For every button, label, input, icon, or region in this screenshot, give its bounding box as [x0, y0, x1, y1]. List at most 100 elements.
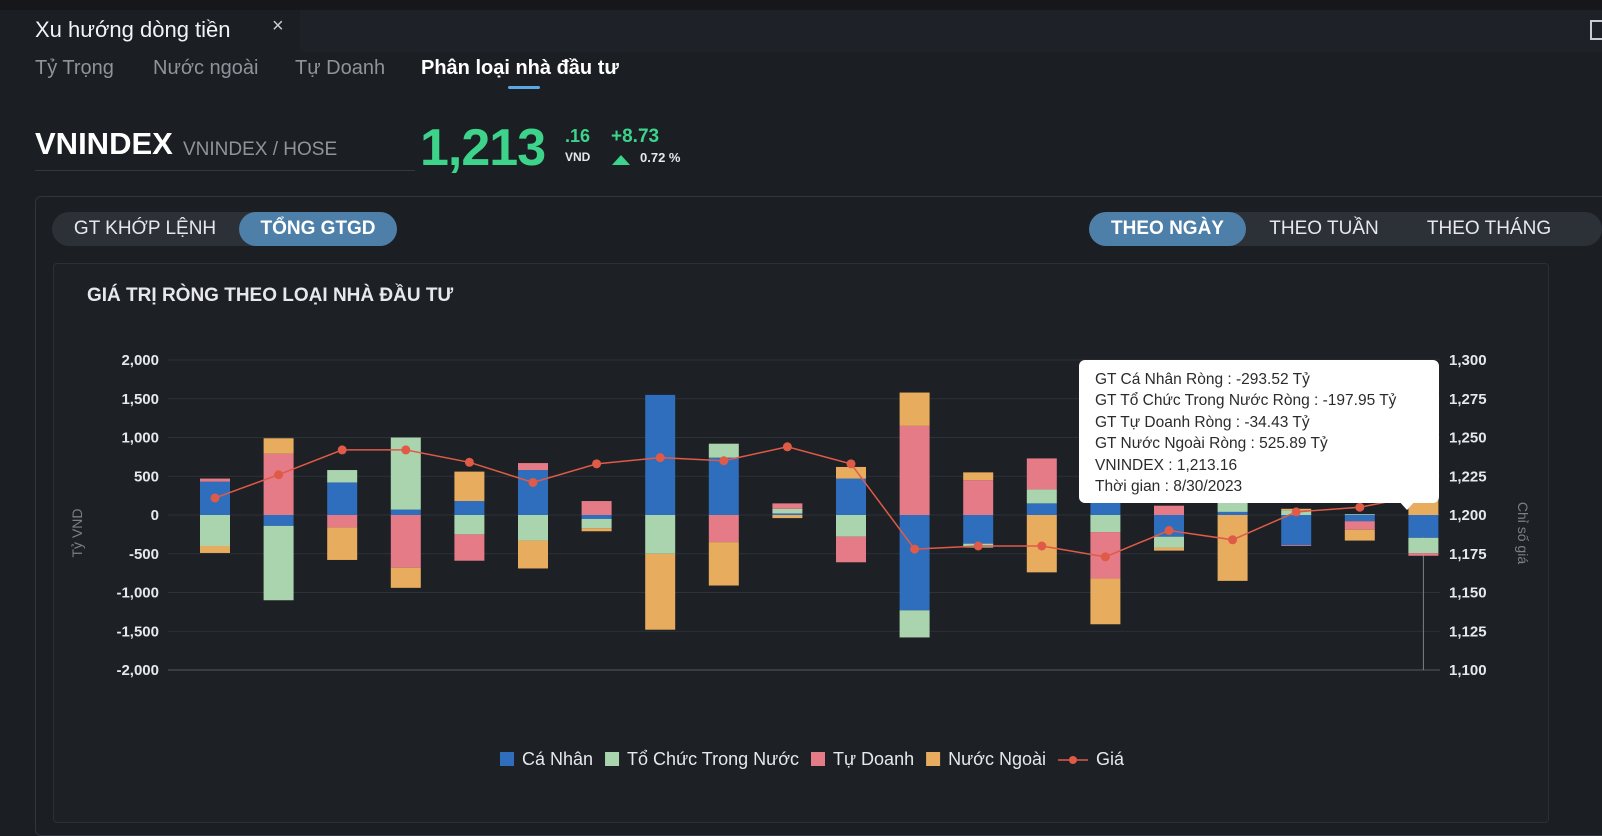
bar-ca_nhan [581, 515, 612, 519]
index-price: 1,213 [420, 119, 546, 177]
bar-tu_doanh [1026, 458, 1057, 490]
symbol-divider [35, 170, 415, 171]
bar-tu_doanh [200, 478, 230, 482]
bar-to_chuc [1154, 536, 1184, 548]
price-change: +8.73 [611, 126, 660, 147]
theo-ngay-button[interactable]: THEO NGÀY [1089, 212, 1246, 246]
price-point [401, 445, 411, 455]
bar-nuoc_ngoai [1217, 515, 1248, 581]
legend-label-nuoc_ngoai: Nước Ngoài [948, 749, 1046, 769]
bar-ca_nhan [708, 457, 739, 515]
y-tick-label: -500 [129, 546, 159, 563]
bar-nuoc_ngoai [581, 528, 612, 532]
bar-tu_doanh [518, 463, 548, 471]
price-line [214, 446, 1424, 558]
price-point [337, 445, 347, 455]
tooltip-vnindex: VNINDEX : 1,213.16 [1095, 456, 1238, 474]
y2-tick-label: 1,200 [1449, 507, 1487, 524]
arrow-up-icon [612, 155, 630, 165]
bar-to_chuc [708, 443, 739, 458]
bar-nuoc_ngoai [645, 553, 676, 630]
y-tick-label: -1,500 [116, 623, 159, 640]
y2-tick-label: 1,125 [1449, 623, 1487, 640]
price-point [846, 459, 856, 469]
tab-tu-doanh[interactable]: Tự Doanh [295, 57, 386, 79]
bar-to_chuc [772, 508, 803, 514]
panel-tab[interactable] [0, 10, 300, 52]
y2-tick-label: 1,225 [1449, 468, 1487, 485]
bar-nuoc_ngoai [963, 472, 994, 481]
close-icon[interactable]: × [272, 15, 284, 37]
period-toggle: THEO NGÀY THEO TUẦN THEO THÁNG [1089, 212, 1602, 246]
tab-nuoc-ngoai[interactable]: Nước ngoài [153, 57, 259, 79]
tooltip-nuoc-ngoai: GT Nước Ngoài Ròng : 525.89 Tỷ [1095, 435, 1328, 453]
legend-swatch-to_chuc [605, 752, 620, 766]
y2-tick-label: 1,175 [1449, 546, 1487, 563]
bar-nuoc_ngoai [1154, 547, 1184, 551]
tooltip-tu-doanh: GT Tự Doanh Ròng : -34.43 Tỷ [1095, 413, 1310, 431]
bar-to_chuc [1026, 489, 1057, 504]
bar-to_chuc [836, 515, 866, 537]
y2-tick-label: 1,100 [1449, 662, 1487, 679]
y2-axis-title: Chỉ số giá [1515, 502, 1531, 564]
window-icon[interactable] [1590, 20, 1602, 40]
price-point [910, 544, 920, 554]
bar-to_chuc [200, 515, 230, 546]
gt-khop-lenh-button[interactable]: GT KHỚP LỆNH [73, 218, 217, 239]
chart-tooltip: GT Cá Nhân Ròng : -293.52 Tỷ GT Tổ Chức … [1079, 360, 1439, 503]
chart-title: GIÁ TRỊ RÒNG THEO LOẠI NHÀ ĐẦU TƯ [87, 285, 454, 306]
bar-to_chuc [327, 470, 358, 483]
price-point [464, 457, 474, 467]
bar-nuoc_ngoai [899, 392, 930, 426]
y2-tick-label: 1,250 [1449, 430, 1487, 447]
bar-ca_nhan [772, 513, 803, 515]
bar-tu_doanh [454, 534, 485, 561]
bar-ca_nhan [390, 509, 421, 515]
tong-gtgd-button[interactable]: TỔNG GTGD [239, 212, 397, 246]
price-point [1355, 502, 1365, 512]
bar-to_chuc [454, 515, 485, 535]
price-point [655, 453, 665, 463]
bar-ca_nhan [963, 515, 994, 544]
bar-ca_nhan [1281, 515, 1312, 546]
tab-ty-trong[interactable]: Tỷ Trọng [35, 57, 114, 79]
legend-label-tu_doanh: Tự Doanh [833, 749, 914, 769]
tooltip-to-chuc: GT Tổ Chức Trong Nước Ròng : -197.95 Tỷ [1095, 392, 1397, 410]
bar-ca_nhan [1408, 515, 1439, 538]
theo-tuan-button[interactable]: THEO TUẦN [1269, 218, 1379, 239]
bar-ca_nhan [518, 470, 548, 515]
panel-title: Xu hướng dòng tiền [35, 17, 231, 42]
tooltip-pointer [1398, 500, 1416, 510]
bar-to_chuc [518, 515, 548, 541]
price-point [528, 477, 538, 487]
price-point [274, 470, 284, 480]
y2-tick-label: 1,300 [1449, 352, 1487, 369]
bar-tu_doanh [899, 425, 930, 515]
legend-swatch-nuoc_ngoai [926, 752, 941, 766]
bar-nuoc_ngoai [1090, 578, 1121, 625]
bar-tu_doanh [708, 515, 739, 543]
theo-thang-button[interactable]: THEO THÁNG [1426, 218, 1552, 239]
y-tick-label: 500 [134, 468, 159, 485]
y-tick-label: 1,500 [121, 391, 159, 408]
symbol-exchange: VNINDEX / HOSE [183, 139, 338, 160]
tooltip-ca-nhan: GT Cá Nhân Ròng : -293.52 Tỷ [1095, 371, 1310, 388]
bar-ca_nhan [899, 515, 930, 611]
bar-nuoc_ngoai [390, 567, 421, 588]
bar-to_chuc [1090, 515, 1121, 533]
bar-nuoc_ngoai [836, 466, 866, 479]
legend-swatch-tu_doanh [811, 752, 825, 766]
top-strip [0, 0, 1602, 10]
bar-ca_nhan [1344, 515, 1375, 522]
bar-to_chuc [263, 525, 294, 601]
tab-phan-loai-nha-dau-tu[interactable]: Phân loại nhà đầu tư [421, 57, 619, 79]
bar-nuoc_ngoai [263, 438, 294, 454]
legend-marker-price [1068, 756, 1077, 764]
y-tick-label: -2,000 [116, 662, 159, 679]
price-unit: VND [565, 150, 591, 164]
symbol-code: VNINDEX [35, 126, 173, 161]
price-point [1037, 541, 1047, 551]
bar-tu_doanh [327, 515, 358, 528]
price-point [719, 456, 729, 466]
bar-ca_nhan [327, 482, 358, 515]
